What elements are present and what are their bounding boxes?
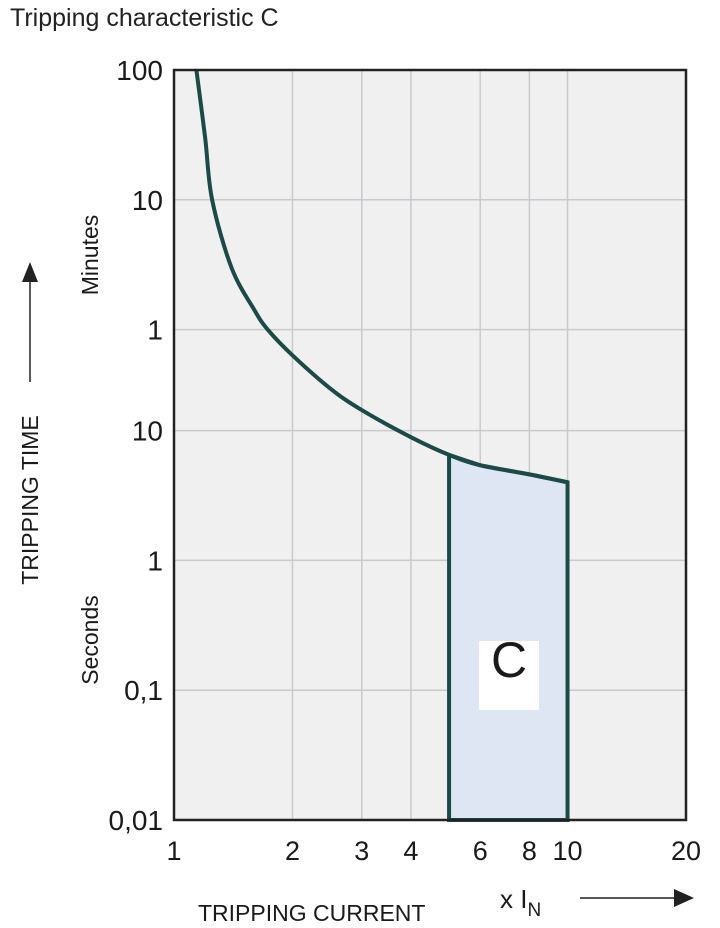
y-tick-labels: 100 10 1 10 1 0,1 0,01	[109, 55, 164, 836]
y-unit-minutes: Minutes	[77, 215, 103, 296]
x-tick-label: 8	[522, 836, 537, 866]
x-axis-label: TRIPPING CURRENT	[198, 900, 425, 926]
plot-frame	[172, 68, 688, 822]
y-arrow-icon	[22, 262, 38, 282]
y-tick-label: 1	[147, 315, 163, 346]
y-tick-label: 10	[132, 185, 163, 216]
y-unit-seconds: Seconds	[77, 595, 103, 685]
y-tick-label: 10	[132, 416, 163, 447]
x-tick-label: 4	[403, 836, 418, 866]
y-tick-label: 0,1	[124, 675, 163, 706]
y-tick-label: 100	[116, 55, 163, 86]
y-tick-label: 1	[147, 545, 163, 576]
chart-title: Tripping characteristic C	[10, 4, 279, 32]
x-unit-label: x IN	[500, 884, 541, 921]
x-tick-label: 2	[285, 836, 300, 866]
band-label-box	[479, 641, 539, 710]
x-tick-label: 10	[553, 836, 583, 866]
x-tick-label: 6	[473, 836, 488, 866]
band-label: C	[491, 632, 527, 688]
x-tick-label: 1	[166, 836, 181, 866]
x-tick-label: 3	[354, 836, 369, 866]
x-tick-labels: 1 2 3 4 6 8 10 20	[166, 836, 701, 866]
y-axis-label: TRIPPING TIME	[17, 415, 43, 585]
x-tick-label: 20	[671, 836, 701, 866]
y-tick-label: 0,01	[109, 805, 164, 836]
tripping-curve	[194, 69, 568, 485]
x-arrow-icon	[674, 889, 694, 907]
